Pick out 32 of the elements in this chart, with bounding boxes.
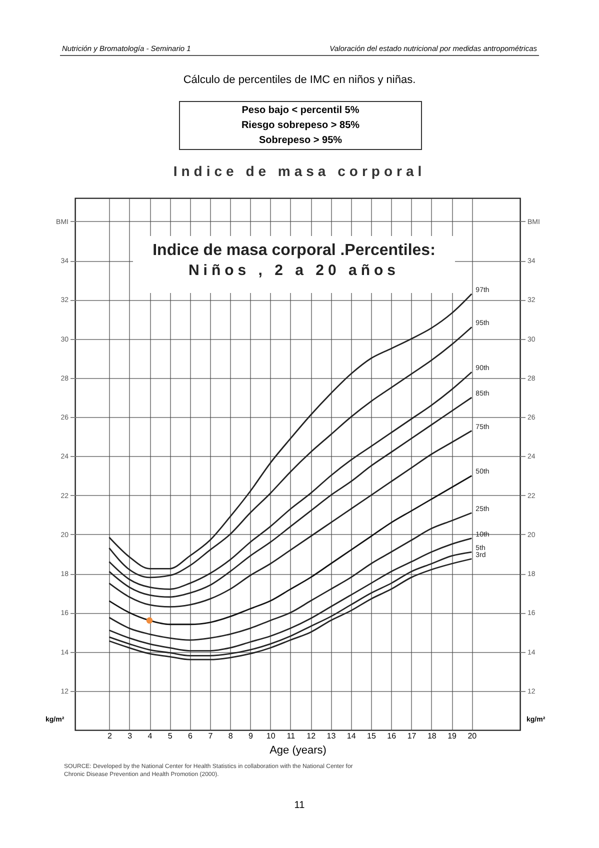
x-tick-label: 3 <box>128 732 133 740</box>
x-tick-label: 12 <box>306 732 316 740</box>
line-series <box>108 538 472 652</box>
x-tick-label: 7 <box>208 732 214 740</box>
x-tick-label: 9 <box>248 732 254 740</box>
x-tick-label: 4 <box>148 732 153 740</box>
x-tick-label: 6 <box>188 732 194 740</box>
x-tick-label: 16 <box>387 732 397 740</box>
x-tick-label: 11 <box>286 732 296 740</box>
x-tick-label: 10 <box>266 732 276 740</box>
x-tick-label: 18 <box>427 732 437 740</box>
x-tick-label: 8 <box>228 732 234 740</box>
x-tick-label: 20 <box>468 732 478 740</box>
text: Sobrepeso > 95% <box>258 134 344 148</box>
line-series <box>108 475 472 626</box>
line-series <box>108 430 472 608</box>
line-series <box>108 512 472 641</box>
annotation: Niños , 2 a 20 años <box>187 262 401 279</box>
chart-title: Indice de masa corporal <box>172 163 427 179</box>
chart-subtitle: Cálculo de percentiles de IMC en niños y niñas. <box>182 74 417 86</box>
annotation: Indice de masa corporal .Percentiles: <box>152 242 436 260</box>
x-tick-label: 17 <box>407 732 417 740</box>
x-tick-label: 5 <box>168 732 173 740</box>
text: Riesgo sobrepeso > 85% <box>240 119 361 133</box>
text: 11 <box>293 800 306 811</box>
x-tick-label: 13 <box>326 732 336 740</box>
x-tick-label: 14 <box>346 732 356 740</box>
x-tick-label: 2 <box>108 732 113 740</box>
x-tick-label: 19 <box>448 732 458 740</box>
text: Peso bajo < percentil 5% <box>240 104 360 118</box>
x-tick-label: 15 <box>367 732 376 740</box>
x-axis-title: Age (years) <box>270 744 326 756</box>
